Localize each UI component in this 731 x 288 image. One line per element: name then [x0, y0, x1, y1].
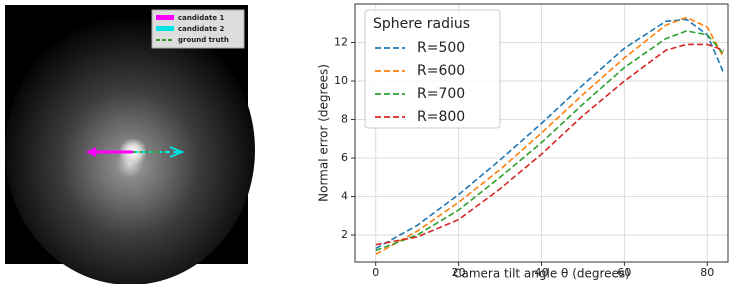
image-panel: candidate 1 candidate 2 ground truth [5, 5, 255, 284]
legend-label: ground truth [178, 36, 229, 44]
x-tick-label: 80 [700, 266, 714, 279]
y-tick-label: 2 [341, 228, 348, 241]
figure: candidate 1 candidate 2 ground truth 020… [0, 0, 731, 284]
legend-label: R=600 [417, 63, 465, 79]
legend-label: candidate 2 [178, 25, 225, 33]
y-tick-label: 4 [341, 190, 348, 203]
y-tick-label: 10 [334, 74, 348, 87]
y-axis-label: Normal error (degrees) [317, 64, 331, 202]
y-tick-label: 12 [334, 36, 348, 49]
legend-swatch [156, 15, 174, 20]
y-tick-label: 6 [341, 151, 348, 164]
legend-label: candidate 1 [178, 14, 225, 22]
page: {"image_panel": {"legend": ["candidate 1… [0, 0, 731, 288]
legend-title: Sphere radius [373, 16, 470, 32]
legend-label: R=500 [417, 40, 465, 56]
x-tick-label: 0 [372, 266, 379, 279]
legend-label: R=700 [417, 86, 465, 102]
x-axis-label: Camera tilt angle θ (degrees) [453, 267, 630, 281]
legend-swatch [156, 26, 174, 31]
legend-label: R=800 [417, 109, 465, 125]
y-tick-label: 8 [341, 113, 348, 126]
